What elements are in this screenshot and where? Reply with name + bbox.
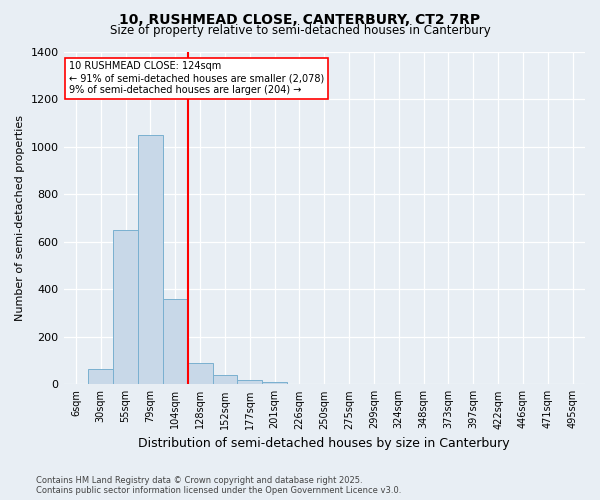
Bar <box>88 369 113 384</box>
Text: 10, RUSHMEAD CLOSE, CANTERBURY, CT2 7RP: 10, RUSHMEAD CLOSE, CANTERBURY, CT2 7RP <box>119 12 481 26</box>
Text: 10 RUSHMEAD CLOSE: 124sqm
← 91% of semi-detached houses are smaller (2,078)
9% o: 10 RUSHMEAD CLOSE: 124sqm ← 91% of semi-… <box>69 62 324 94</box>
Bar <box>262 382 287 384</box>
Text: Size of property relative to semi-detached houses in Canterbury: Size of property relative to semi-detach… <box>110 24 490 37</box>
Bar <box>163 298 188 384</box>
Bar <box>138 134 163 384</box>
Y-axis label: Number of semi-detached properties: Number of semi-detached properties <box>15 115 25 321</box>
Bar <box>212 375 238 384</box>
Bar <box>238 380 262 384</box>
X-axis label: Distribution of semi-detached houses by size in Canterbury: Distribution of semi-detached houses by … <box>139 437 510 450</box>
Bar <box>113 230 138 384</box>
Text: Contains HM Land Registry data © Crown copyright and database right 2025.
Contai: Contains HM Land Registry data © Crown c… <box>36 476 401 495</box>
Bar <box>188 363 212 384</box>
